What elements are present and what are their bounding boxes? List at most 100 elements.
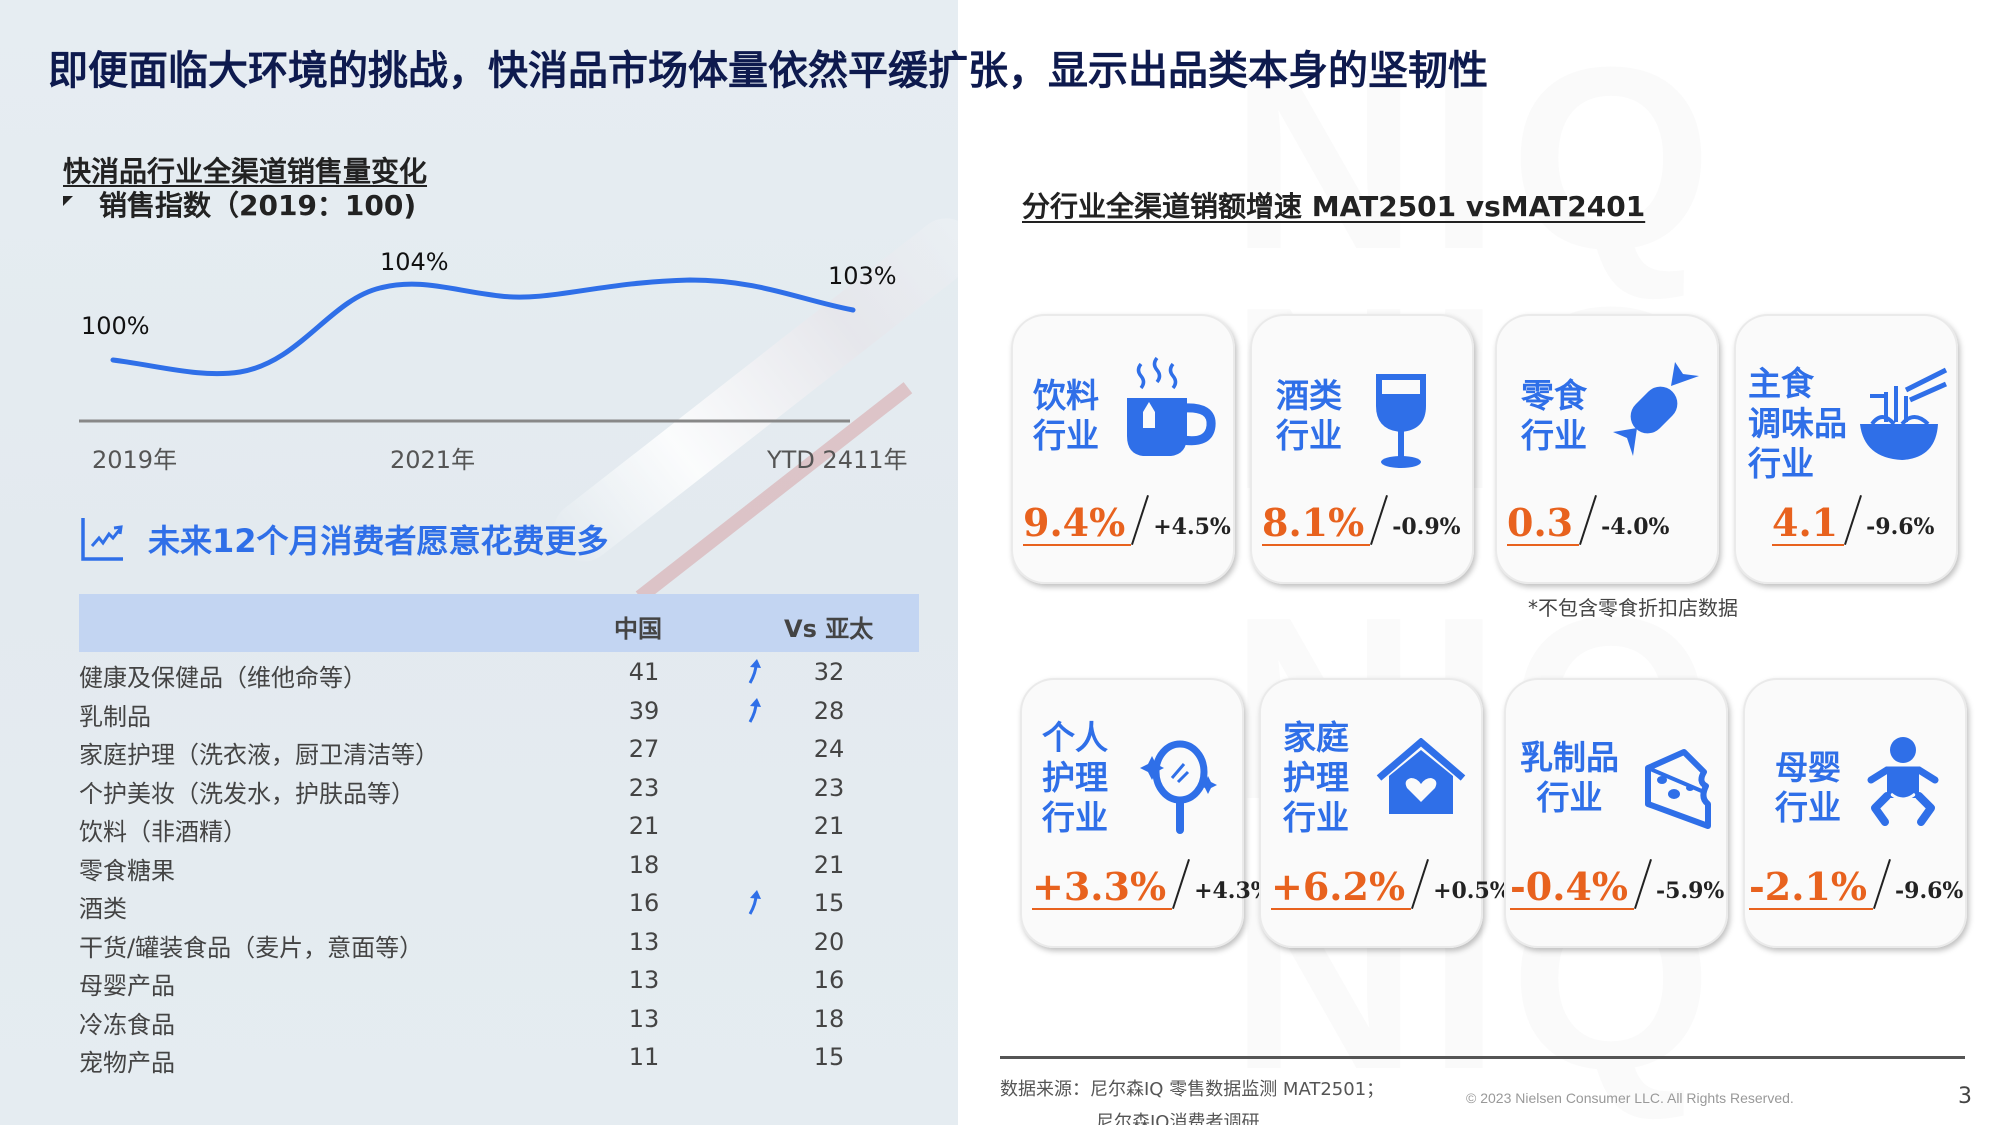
x-label-2019: 2019年 — [92, 446, 178, 474]
card-alcohol: 酒类 行业 8.1% -0.9% — [1250, 314, 1474, 584]
category-name: 酒类 — [79, 895, 127, 923]
category-name: 个护美妆（洗发水，护肤品等） — [79, 779, 415, 808]
card-staples-condiments: 主食 调味品 行业 4.1 -9.6% — [1734, 314, 1958, 584]
compare-value: +0.5% — [1433, 878, 1511, 904]
up-arrow-icon — [748, 890, 761, 915]
china-value: 13 — [628, 1004, 660, 1033]
noodle-bowl-icon — [1860, 367, 1948, 460]
growth-value: 8.1% — [1262, 502, 1371, 546]
growth-value: +6.2% — [1271, 866, 1412, 910]
card-values: 4.1 -9.6% — [1772, 494, 1934, 546]
card-values: -2.1% -9.6% — [1749, 858, 1963, 910]
growth-value: 9.4% — [1023, 502, 1132, 546]
card-label: 饮料 行业 — [1033, 376, 1099, 455]
card-values: +6.2% +0.5% — [1271, 858, 1511, 910]
snack-data-footnote: *不包含零食折扣店数据 — [1528, 596, 1738, 620]
cheese-icon — [1645, 749, 1711, 829]
up-arrow-icon — [748, 659, 761, 684]
table-row: 家庭护理（洗衣液，厨卫清洁等） 27 24 — [79, 729, 919, 769]
up-arrow-icon — [748, 697, 761, 723]
card-values: 0.3 -4.0% — [1507, 494, 1669, 546]
growth-value: -2.1% — [1749, 866, 1873, 910]
house-heart-icon — [1376, 738, 1466, 814]
card-values: -0.4% -5.9% — [1510, 858, 1724, 910]
category-name: 健康及保健品（维他命等） — [79, 664, 367, 692]
industry-growth-title: 分行业全渠道销额增速 MAT2501 vsMAT2401 — [1022, 190, 1646, 223]
card-label: 家庭 护理 行业 — [1283, 718, 1349, 837]
china-value: 11 — [628, 1043, 660, 1071]
compare-value: -9.6% — [1895, 878, 1964, 904]
china-value: 41 — [628, 658, 660, 686]
table-row: 酒类 16 15 — [79, 883, 919, 923]
china-value: 13 — [628, 927, 660, 956]
apac-value: 18 — [813, 1004, 845, 1033]
growth-value: -0.4% — [1510, 866, 1634, 910]
sales-volume-section-title: 快消品行业全渠道销售量变化 — [63, 155, 428, 188]
card-values: 9.4% +4.5% — [1023, 494, 1231, 546]
category-name: 家庭护理（洗衣液，厨卫清洁等） — [79, 741, 439, 769]
table-row: 零食糖果 18 21 — [79, 845, 919, 885]
card-beverage: 饮料 行业 9.4% +4.5% — [1011, 314, 1235, 584]
table-row: 饮料（非酒精） 21 21 — [79, 806, 919, 846]
compare-value: +4.3% — [1194, 878, 1272, 904]
apac-value: 20 — [813, 927, 845, 956]
china-value: 16 — [628, 889, 660, 917]
divider-slash — [1370, 494, 1389, 546]
x-label-ytd: YTD 2411年 — [767, 446, 908, 474]
header-china: 中国 — [614, 615, 662, 643]
category-name: 饮料（非酒精） — [79, 818, 247, 846]
divider-slash — [1411, 858, 1430, 910]
apac-value: 16 — [813, 966, 845, 994]
data-source-line-2: 尼尔森IQ消费者调研 — [1096, 1112, 1260, 1125]
apac-value: 23 — [813, 773, 845, 802]
point-label-ytd: 103% — [828, 262, 897, 290]
divider-slash — [1172, 858, 1191, 910]
card-snacks: 零食 行业 0.3 -4.0% — [1495, 314, 1719, 584]
compare-value: -5.9% — [1656, 878, 1725, 904]
left-panel-background — [0, 0, 958, 1125]
category-name: 零食糖果 — [79, 856, 175, 885]
consumer-spending-table: 中国 Vs 亚太 健康及保健品（维他命等） 41 32 乳制品 39 28 家庭… — [79, 594, 919, 1077]
divider-slash — [1873, 858, 1891, 910]
apac-value: 28 — [813, 696, 845, 725]
table-row: 个护美妆（洗发水，护肤品等） 23 23 — [79, 768, 919, 808]
consumer-spending-title-text: 未来12个月消费者愿意花费更多 — [148, 522, 609, 560]
compare-value: -9.6% — [1866, 514, 1935, 540]
hot-tea-cup-icon — [1127, 356, 1216, 456]
category-name: 宠物产品 — [79, 1049, 175, 1077]
subtitle-text: 销售指数（2019：100) — [99, 189, 417, 222]
card-mother-baby: 母婴 行业 -2.1% -9.6% — [1743, 678, 1967, 948]
compare-value: -0.9% — [1392, 514, 1461, 540]
apac-value: 21 — [813, 850, 845, 879]
mirror-sparkle-icon — [1140, 740, 1217, 834]
card-label: 零食 行业 — [1521, 376, 1587, 455]
china-value: 39 — [628, 696, 660, 725]
compare-value: +4.5% — [1153, 514, 1231, 540]
apac-value: 21 — [813, 812, 845, 840]
table-row: 健康及保健品（维他命等） 41 32 — [79, 652, 919, 692]
china-value: 21 — [628, 812, 660, 840]
card-label: 母婴 行业 — [1775, 748, 1841, 827]
china-value: 23 — [628, 773, 660, 802]
growth-value: 0.3 — [1507, 502, 1580, 546]
apac-value: 32 — [813, 658, 845, 686]
divider-slash — [1579, 494, 1598, 546]
growth-value: 4.1 — [1772, 502, 1845, 546]
card-label: 酒类 行业 — [1276, 376, 1342, 455]
consumer-spending-title: 未来12个月消费者愿意花费更多 — [80, 516, 609, 562]
sales-index-line — [110, 277, 856, 377]
header-vs-apac: Vs 亚太 — [784, 615, 874, 643]
point-label-2021: 104% — [380, 248, 449, 276]
card-dairy: 乳制品 行业 -0.4% -5.9% — [1504, 678, 1728, 948]
divider-slash — [1634, 858, 1652, 910]
card-label: 个人 护理 行业 — [1042, 718, 1108, 837]
table-row: 宠物产品 11 15 — [79, 1037, 919, 1077]
table-body: 健康及保健品（维他命等） 41 32 乳制品 39 28 家庭护理（洗衣液，厨卫… — [79, 652, 919, 1077]
table-row: 冷冻食品 13 18 — [79, 999, 919, 1039]
trending-up-chart-icon — [81, 518, 123, 561]
table-row: 乳制品 39 28 — [79, 691, 919, 731]
table-row: 母婴产品 13 16 — [79, 960, 919, 1000]
wine-glass-icon — [1376, 374, 1426, 468]
sales-index-line-chart — [79, 277, 856, 423]
card-personal-care: 个人 护理 行业 +3.3% +4.3% — [1020, 678, 1272, 948]
